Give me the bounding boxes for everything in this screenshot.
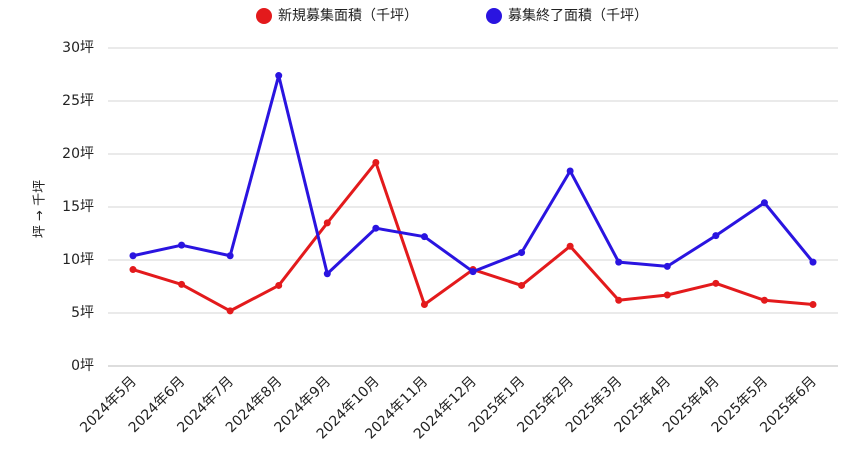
legend-item: 募集終了面積（千坪） — [486, 7, 648, 24]
data-point — [275, 281, 283, 289]
y-tick-label: 10坪 — [62, 252, 94, 268]
gridlines — [108, 47, 838, 367]
legend-label: 新規募集面積（千坪） — [278, 7, 418, 24]
data-point — [615, 258, 623, 266]
data-point — [663, 262, 671, 270]
y-tick-label: 30坪 — [62, 40, 94, 56]
x-axis-ticks: 2024年5月2024年6月2024年7月2024年8月2024年9月2024年… — [77, 374, 820, 443]
data-point — [615, 296, 623, 304]
legend-marker — [256, 8, 272, 24]
legend-marker — [486, 8, 502, 24]
data-point — [372, 158, 380, 166]
data-point — [226, 252, 234, 260]
data-point — [760, 296, 768, 304]
chart-series — [129, 72, 817, 315]
y-tick-label: 0坪 — [71, 358, 94, 374]
y-tick-label: 15坪 — [62, 199, 94, 215]
data-point — [129, 266, 137, 274]
data-point — [178, 280, 186, 288]
data-point — [372, 224, 380, 232]
y-tick-label: 20坪 — [62, 146, 94, 162]
series-2 — [129, 72, 817, 278]
data-point — [469, 268, 477, 276]
data-point — [712, 232, 720, 240]
data-point — [760, 199, 768, 207]
legend-label: 募集終了面積（千坪） — [508, 7, 648, 24]
data-point — [323, 219, 331, 227]
legend-item: 新規募集面積（千坪） — [256, 7, 418, 24]
data-point — [518, 249, 526, 257]
data-point — [566, 167, 574, 175]
data-point — [809, 301, 817, 309]
data-point — [420, 233, 428, 241]
data-point — [178, 241, 186, 249]
y-tick-label: 25坪 — [62, 93, 94, 109]
y-tick-label: 5坪 — [71, 305, 94, 321]
y-axis-ticks: 0坪 5坪 10坪 15坪 20坪 25坪 30坪 — [62, 40, 94, 374]
data-point — [712, 279, 720, 287]
data-point — [275, 72, 283, 80]
chart-legend: 新規募集面積（千坪） 募集終了面積（千坪） — [256, 7, 648, 24]
data-point — [323, 270, 331, 278]
data-point — [809, 258, 817, 266]
series-line — [132, 74, 815, 276]
data-point — [663, 291, 671, 299]
y-axis-label: 坪 → 千坪 — [33, 180, 48, 238]
data-point — [420, 301, 428, 309]
data-point — [129, 252, 137, 260]
data-point — [566, 242, 574, 250]
data-point — [518, 281, 526, 289]
data-point — [226, 307, 234, 315]
